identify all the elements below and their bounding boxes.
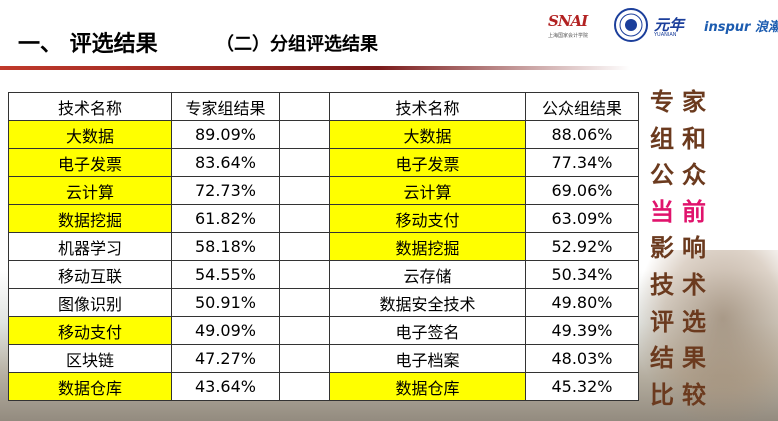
expert-tech-score: 43.64% [171, 372, 280, 401]
gap-cell [279, 232, 330, 261]
public-score-header: 公众组结果 [525, 92, 639, 121]
public-tech-name: 电子发票 [329, 148, 526, 177]
expert-tech-name: 移动支付 [8, 316, 172, 345]
expert-tech-name: 机器学习 [8, 232, 172, 261]
gap-cell [279, 204, 330, 233]
public-tech-name: 数据安全技术 [329, 288, 526, 317]
table-row: 区块链 47.27% 电子档案 48.03% [8, 344, 639, 373]
expert-tech-score: 72.73% [171, 176, 280, 205]
expert-tech-name: 数据挖掘 [8, 204, 172, 233]
expert-tech-score: 47.27% [171, 344, 280, 373]
public-tech-score: 52.92% [525, 232, 639, 261]
expert-tech-score: 54.55% [171, 260, 280, 289]
public-name-header: 技术名称 [329, 92, 526, 121]
logo-bar: SNAI 上海国家会计学院 元年 YUANIAN inspur 浪潮 [548, 6, 778, 46]
expert-tech-score: 61.82% [171, 204, 280, 233]
public-tech-score: 77.34% [525, 148, 639, 177]
expert-name-header: 技术名称 [8, 92, 172, 121]
page-subtitle: （二）分组评选结果 [216, 34, 378, 55]
expert-tech-score: 83.64% [171, 148, 280, 177]
page-title: 一、 评选结果 [18, 32, 158, 57]
expert-score-header: 专家组结果 [171, 92, 280, 121]
expert-tech-name: 移动互联 [8, 260, 172, 289]
background-tree [640, 250, 778, 421]
public-tech-name: 数据挖掘 [329, 232, 526, 261]
table-row: 电子发票 83.64% 电子发票 77.34% [8, 148, 639, 177]
gap-cell [279, 260, 330, 289]
side-caption-line: 当前 [650, 196, 714, 226]
public-tech-score: 48.03% [525, 344, 639, 373]
public-tech-score: 88.06% [525, 120, 639, 149]
yuanian-logo: 元年 [654, 16, 685, 34]
snai-logo: SNAI [548, 12, 588, 30]
gap-cell [279, 148, 330, 177]
public-tech-score: 63.09% [525, 204, 639, 233]
expert-tech-name: 电子发票 [8, 148, 172, 177]
public-tech-score: 69.06% [525, 176, 639, 205]
results-table: 技术名称 专家组结果 技术名称 公众组结果 大数据 89.09% 大数据 88.06% 电子发票… [8, 92, 639, 401]
side-caption-line: 技术 [650, 269, 714, 299]
expert-tech-score: 58.18% [171, 232, 280, 261]
side-caption-line: 比较 [650, 379, 714, 409]
table-row: 大数据 89.09% 大数据 88.06% [8, 120, 639, 149]
public-tech-score: 50.34% [525, 260, 639, 289]
snai-logo-subtitle: 上海国家会计学院 [548, 33, 589, 39]
side-caption-line: 专家 [650, 87, 714, 116]
inspur-logo: inspur 浪潮 [704, 20, 778, 35]
public-tech-name: 电子档案 [329, 344, 526, 373]
side-caption-line: 组和 [650, 123, 714, 153]
title-underline [0, 66, 630, 70]
university-seal-icon [614, 8, 648, 42]
gap-cell [279, 176, 330, 205]
table-row: 数据挖掘 61.82% 移动支付 63.09% [8, 204, 639, 233]
expert-tech-name: 数据仓库 [8, 372, 172, 401]
expert-tech-score: 49.09% [171, 316, 280, 345]
yuanian-logo-subtitle: YUANIAN [654, 32, 677, 38]
side-caption-line: 影响 [650, 233, 714, 263]
side-caption: 专家组和公众当前影响技术评选结果比较 [650, 84, 720, 413]
expert-tech-name: 区块链 [8, 344, 172, 373]
expert-tech-name: 大数据 [8, 120, 172, 149]
table-row: 移动互联 54.55% 云存储 50.34% [8, 260, 639, 289]
expert-tech-score: 89.09% [171, 120, 280, 149]
public-tech-name: 电子签名 [329, 316, 526, 345]
public-tech-score: 45.32% [525, 372, 639, 401]
gap-cell [279, 316, 330, 345]
results-table-wrapper: 技术名称 专家组结果 技术名称 公众组结果 大数据 89.09% 大数据 88.06% 电子发票… [8, 92, 639, 401]
public-tech-score: 49.39% [525, 316, 639, 345]
table-row: 机器学习 58.18% 数据挖掘 52.92% [8, 232, 639, 261]
side-caption-line: 公众 [650, 160, 714, 190]
table-row: 数据仓库 43.64% 数据仓库 45.32% [8, 372, 639, 401]
public-tech-name: 云计算 [329, 176, 526, 205]
gap-cell [279, 344, 330, 373]
side-caption-line: 结果 [650, 343, 714, 373]
expert-tech-name: 云计算 [8, 176, 172, 205]
gap-cell [279, 120, 330, 149]
public-tech-name: 大数据 [329, 120, 526, 149]
public-tech-score: 49.80% [525, 288, 639, 317]
expert-tech-score: 50.91% [171, 288, 280, 317]
gap-cell [279, 288, 330, 317]
table-row: 云计算 72.73% 云计算 69.06% [8, 176, 639, 205]
public-tech-name: 云存储 [329, 260, 526, 289]
table-row: 图像识别 50.91% 数据安全技术 49.80% [8, 288, 639, 317]
public-tech-name: 移动支付 [329, 204, 526, 233]
table-row: 移动支付 49.09% 电子签名 49.39% [8, 316, 639, 345]
gap-header [279, 92, 330, 121]
gap-cell [279, 372, 330, 401]
public-tech-name: 数据仓库 [329, 372, 526, 401]
table-header-row: 技术名称 专家组结果 技术名称 公众组结果 [8, 92, 639, 121]
expert-tech-name: 图像识别 [8, 288, 172, 317]
side-caption-line: 评选 [650, 306, 714, 336]
